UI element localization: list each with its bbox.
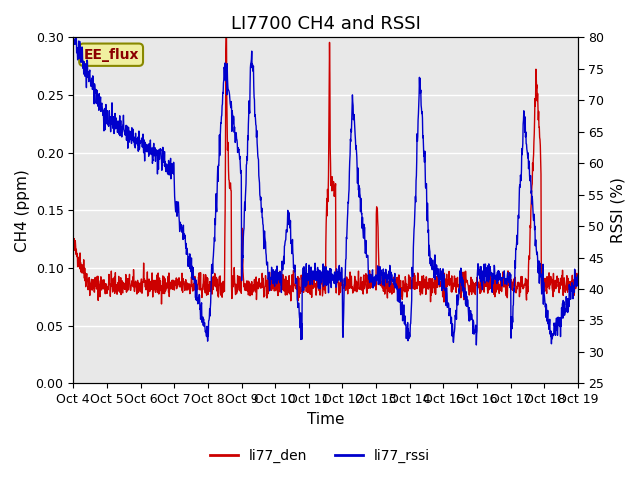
- Y-axis label: RSSI (%): RSSI (%): [610, 178, 625, 243]
- Y-axis label: CH4 (ppm): CH4 (ppm): [15, 169, 30, 252]
- X-axis label: Time: Time: [307, 412, 344, 427]
- Legend: li77_den, li77_rssi: li77_den, li77_rssi: [204, 443, 436, 468]
- Title: LI7700 CH4 and RSSI: LI7700 CH4 and RSSI: [230, 15, 420, 33]
- Text: EE_flux: EE_flux: [83, 48, 139, 62]
